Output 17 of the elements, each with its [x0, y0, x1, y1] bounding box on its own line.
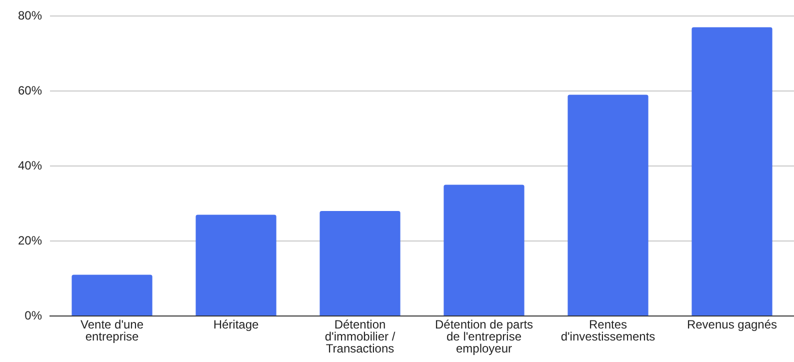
- y-tick-label: 0%: [24, 308, 42, 322]
- bar: [72, 274, 152, 316]
- bar: [692, 27, 772, 316]
- x-tick-label: Vente d'une entreprise: [80, 317, 144, 344]
- bar: [444, 184, 524, 316]
- x-tick-label: Rentes d'investissements: [560, 317, 656, 344]
- y-tick-label: 80%: [18, 8, 42, 22]
- x-tick-label: Revenus gagnés: [686, 317, 778, 332]
- bar: [196, 214, 276, 316]
- x-tick-label: Héritage: [213, 317, 260, 332]
- y-tick-label: 60%: [18, 83, 42, 98]
- bar: [320, 211, 400, 316]
- y-tick-label: 20%: [18, 233, 42, 248]
- x-tick-label: Détention de parts de l'entreprise employeur: [434, 317, 534, 356]
- bar: [568, 94, 648, 316]
- x-tick-label: Détention d'immobilier / Transactions: [324, 317, 396, 356]
- y-tick-label: 40%: [18, 158, 42, 172]
